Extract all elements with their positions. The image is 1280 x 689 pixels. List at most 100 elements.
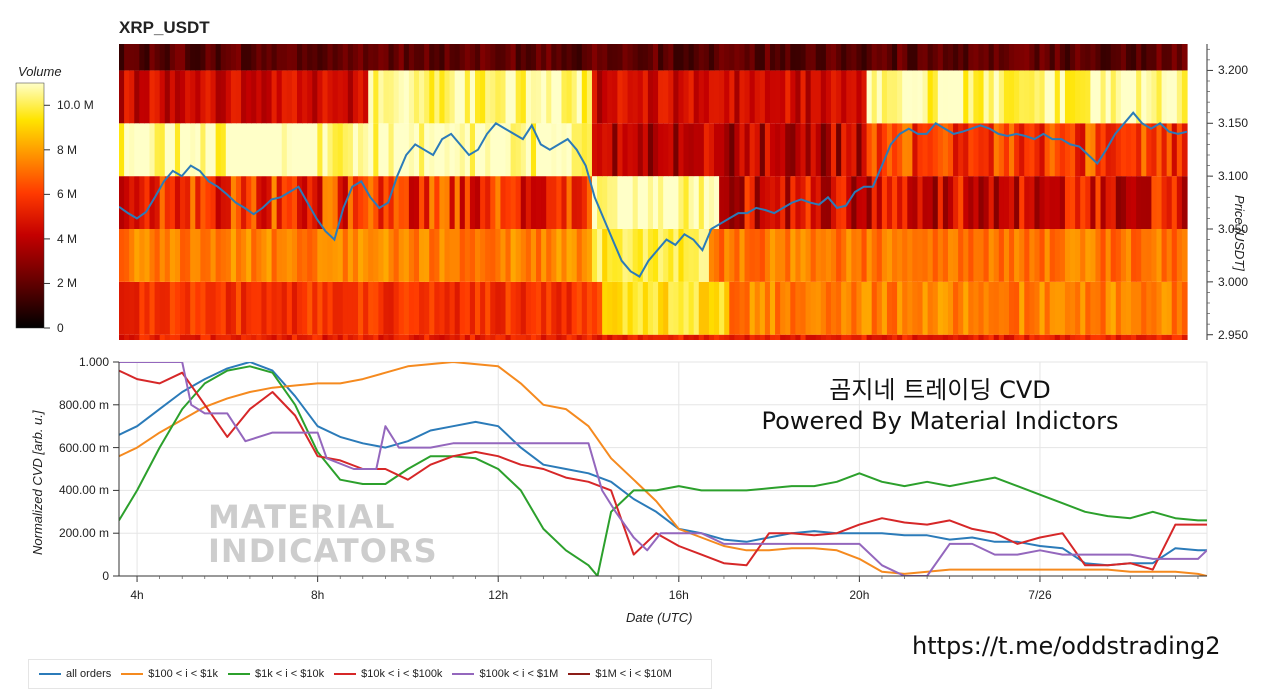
heatmap-cell <box>302 281 308 335</box>
heatmap-cell <box>759 334 766 340</box>
heatmap-cell <box>551 334 557 340</box>
heatmap-cell <box>373 334 379 340</box>
heatmap-cell <box>291 229 298 282</box>
heatmap-cell <box>363 70 369 124</box>
heatmap-cell <box>581 334 588 340</box>
heatmap-cell <box>922 44 929 71</box>
heatmap-cell <box>1100 229 1107 282</box>
heatmap-cell <box>576 44 583 71</box>
legend-item[interactable]: $100k < i < $1M <box>452 668 558 680</box>
heatmap-cell <box>164 281 171 335</box>
heatmap-cell <box>1085 44 1091 71</box>
legend-item[interactable]: $1k < i < $10k <box>227 668 324 680</box>
heatmap-cell <box>1181 281 1188 335</box>
heatmap-cell <box>1125 176 1132 229</box>
heatmap-cell <box>881 334 888 340</box>
heatmap-cell <box>678 44 685 71</box>
heatmap-cell <box>1100 176 1107 229</box>
heatmap-cell <box>500 44 507 71</box>
heatmap-cell <box>739 281 746 335</box>
heatmap-cell <box>581 70 588 124</box>
heatmap-cell <box>444 176 451 229</box>
heatmap-cell <box>617 44 624 71</box>
heatmap-cell <box>907 229 913 282</box>
heatmap-cell <box>734 334 741 340</box>
heatmap-cell <box>154 176 161 229</box>
heatmap-cell <box>653 281 659 335</box>
heatmap-cell <box>688 44 695 71</box>
heatmap-cell <box>215 334 222 340</box>
heatmap-cell <box>1009 334 1015 340</box>
heatmap-cell <box>419 281 425 335</box>
heatmap-cell <box>281 123 288 177</box>
heatmap-cell <box>876 281 883 335</box>
heatmap-cell <box>785 70 791 124</box>
heatmap-cell <box>469 44 476 71</box>
heatmap-cell <box>1049 229 1056 282</box>
heatmap-cell <box>749 281 756 335</box>
heatmap-cell <box>205 70 212 124</box>
overlay-text: 곰지네 트레이딩 CVD Powered By Material Indicto… <box>740 375 1140 437</box>
heatmap-cell <box>286 334 293 340</box>
heatmap-cell <box>719 334 725 340</box>
heatmap-cell <box>1146 281 1152 335</box>
heatmap-cell <box>291 123 298 177</box>
heatmap-cell <box>363 281 369 335</box>
heatmap-cell <box>561 70 568 124</box>
heatmap-cell <box>947 123 954 177</box>
heatmap-cell <box>281 281 288 335</box>
legend-item[interactable]: $1M < i < $10M <box>568 668 672 680</box>
heatmap-cell <box>968 70 974 124</box>
heatmap-cell <box>805 229 812 282</box>
heatmap-cell <box>576 281 583 335</box>
telegram-link[interactable]: https://t.me/oddstrading2 <box>912 632 1221 660</box>
heatmap-cell <box>347 334 354 340</box>
heatmap-cell <box>617 176 624 229</box>
heatmap-cell <box>124 229 130 282</box>
heatmap-cell <box>744 334 751 340</box>
heatmap-cell <box>1181 334 1188 340</box>
heatmap-cell <box>769 229 776 282</box>
legend-item[interactable]: $100 < i < $1k <box>121 668 218 680</box>
heatmap-cell <box>327 281 334 335</box>
heatmap-cell <box>495 123 502 177</box>
heatmap-cell <box>174 44 181 71</box>
heatmap-cell <box>937 229 944 282</box>
heatmap-cell <box>978 176 985 229</box>
heatmap-cell <box>322 176 329 229</box>
heatmap-cell <box>627 281 634 335</box>
heatmap-cell <box>251 176 257 229</box>
heatmap-cell <box>927 44 934 71</box>
heatmap-cell <box>190 176 196 229</box>
heatmap-cell <box>419 176 425 229</box>
legend-item[interactable]: $10k < i < $100k <box>334 668 442 680</box>
heatmap-cell <box>846 229 852 282</box>
heatmap-cell <box>215 281 222 335</box>
heatmap-cell <box>1064 229 1071 282</box>
heatmap-cell <box>968 334 974 340</box>
heatmap-cell <box>902 70 908 124</box>
heatmap-cell <box>1034 281 1041 335</box>
heatmap-cell <box>1141 44 1147 71</box>
heatmap-cell <box>495 70 502 124</box>
heatmap-cell <box>1176 176 1183 229</box>
heatmap-cell <box>225 44 232 71</box>
heatmap-cell <box>841 44 847 71</box>
heatmap-cell <box>241 70 247 124</box>
heatmap-cell <box>693 281 700 335</box>
legend-item[interactable]: all orders <box>39 668 111 680</box>
heatmap-cell <box>424 70 430 124</box>
heatmap-cell <box>169 229 176 282</box>
heatmap-cell <box>342 281 349 335</box>
heatmap-cell <box>886 281 893 335</box>
heatmap-cell <box>312 229 318 282</box>
heatmap-cell <box>174 176 181 229</box>
heatmap-cell <box>973 123 980 177</box>
heatmap-cell <box>993 70 1000 124</box>
heatmap-cell <box>714 334 720 340</box>
heatmap-cell <box>800 176 807 229</box>
overlay-title: 곰지네 트레이딩 CVD <box>829 376 1051 404</box>
heatmap-cell <box>780 70 786 124</box>
heatmap-cell <box>917 281 924 335</box>
heatmap-cell <box>724 44 730 71</box>
